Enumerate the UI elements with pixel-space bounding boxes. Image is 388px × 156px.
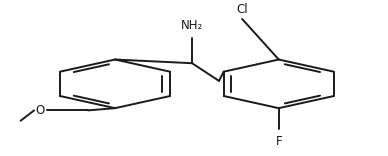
Text: O: O	[35, 104, 45, 117]
Text: NH₂: NH₂	[181, 19, 203, 32]
Text: F: F	[275, 135, 282, 148]
Text: Cl: Cl	[236, 3, 248, 16]
